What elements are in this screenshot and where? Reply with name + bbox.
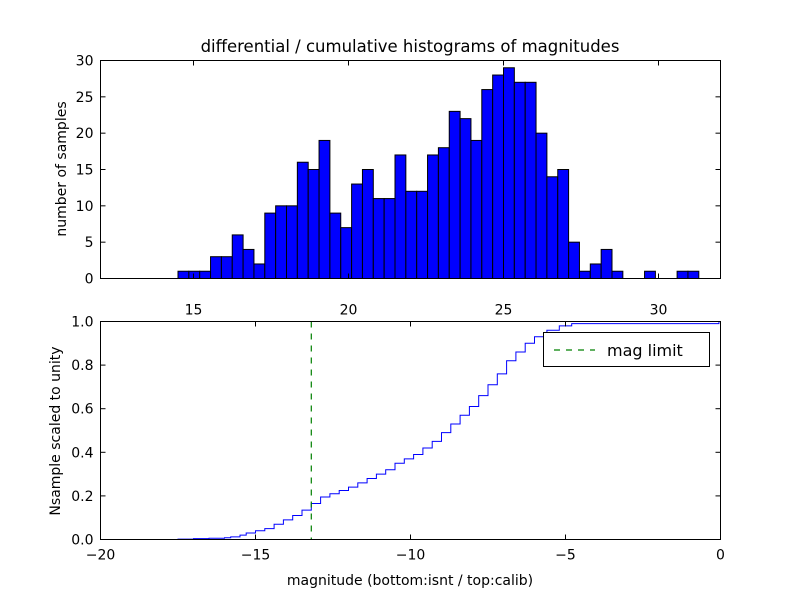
histogram-bar — [275, 205, 287, 279]
y-tick-label: 0.2 — [71, 489, 93, 505]
histogram-bar — [437, 147, 450, 279]
bottom-y-ticks: 0.0 0.2 0.4 0.6 0.8 1.0 — [71, 315, 721, 549]
legend-mag-limit-label: mag limit — [607, 341, 683, 360]
histogram-bars — [177, 67, 700, 280]
histogram-bar — [220, 256, 233, 280]
histogram-bar — [188, 270, 201, 280]
chart-title: differential / cumulative histograms of … — [201, 37, 620, 56]
histogram-bar — [600, 248, 613, 279]
histogram-bar — [329, 212, 342, 280]
x-tick-label: −10 — [396, 548, 426, 564]
y-tick-label: 10 — [76, 199, 94, 215]
top-y-ticks: 0 5 10 15 20 25 30 — [76, 54, 721, 288]
y-tick-label: 15 — [76, 163, 94, 179]
y-tick-label: 1.0 — [71, 315, 93, 331]
x-tick-label: −15 — [241, 548, 271, 564]
histogram-bar — [492, 74, 504, 279]
cumulative-lines — [100, 321, 721, 540]
top-histogram-chart: differential / cumulative histograms of … — [54, 37, 721, 319]
histogram-bar — [286, 205, 298, 279]
x-tick-label: 0 — [716, 548, 725, 564]
histogram-bar — [394, 154, 407, 279]
histogram-bar — [199, 270, 212, 280]
y-tick-label: 0.8 — [71, 358, 93, 374]
histogram-bar — [372, 198, 385, 279]
histogram-bar — [340, 227, 353, 279]
histogram-bar — [448, 110, 461, 279]
histogram-bar — [589, 263, 602, 280]
histogram-bar — [318, 139, 331, 279]
bottom-plot-frame — [100, 321, 721, 540]
x-tick-label: −5 — [555, 548, 576, 564]
y-tick-label: 30 — [76, 54, 94, 70]
y-tick-label: 0.6 — [71, 402, 93, 418]
histogram-bar — [405, 190, 418, 279]
y-tick-label: 20 — [76, 126, 94, 142]
y-tick-label: 25 — [76, 90, 94, 106]
histogram-bar — [481, 89, 494, 279]
histogram-bar — [535, 132, 548, 279]
top-plot-frame — [100, 60, 721, 279]
histogram-bar — [676, 270, 689, 280]
histogram-bar — [416, 190, 429, 279]
histogram-bar — [242, 248, 255, 279]
bottom-x-axis-label: magnitude (bottom:isnt / top:calib) — [287, 573, 533, 589]
histogram-bar — [459, 118, 472, 279]
histogram-bar — [578, 270, 591, 280]
y-tick-label: 0.4 — [71, 445, 93, 461]
histogram-bar — [361, 169, 374, 279]
bottom-y-axis-label: Nsample scaled to unity — [48, 346, 64, 515]
y-tick-label: 5 — [85, 235, 94, 251]
histogram-bar — [644, 270, 656, 280]
histogram-bar — [687, 270, 700, 280]
x-tick-label: 25 — [495, 303, 513, 319]
bottom-x-ticks: −20 −15 −10 −5 0 — [86, 321, 725, 564]
histogram-bar — [524, 81, 537, 279]
histogram-bar — [383, 198, 396, 279]
histogram-bar — [427, 154, 439, 279]
histogram-bar — [253, 263, 266, 280]
histogram-bar — [546, 176, 559, 279]
histogram-bar — [231, 234, 244, 279]
histogram-bar — [503, 67, 515, 280]
histogram-bar — [210, 256, 222, 280]
x-tick-label: 30 — [650, 303, 668, 319]
legend: mag limit — [543, 332, 710, 367]
histogram-bar — [513, 81, 526, 279]
histogram-bar — [351, 183, 363, 280]
histogram-bar — [611, 270, 624, 280]
histogram-bar — [307, 169, 320, 279]
cumulative-step-line — [100, 321, 721, 540]
histogram-bar — [557, 169, 570, 279]
histogram-bar — [470, 139, 483, 279]
y-tick-label: 0 — [85, 272, 94, 288]
histogram-bar — [296, 161, 309, 280]
x-tick-label: 20 — [340, 303, 358, 319]
histogram-bar — [568, 241, 580, 280]
histogram-bar — [264, 212, 277, 280]
top-y-axis-label: number of samples — [54, 101, 70, 236]
x-tick-label: −20 — [86, 548, 116, 564]
top-x-ticks: 15 20 25 30 — [185, 60, 668, 319]
histogram-bar — [177, 270, 190, 280]
x-tick-label: 15 — [185, 303, 203, 319]
y-tick-label: 0.0 — [71, 533, 93, 549]
bottom-cumulative-chart: −20 −15 −10 −5 0 0.0 0.2 0.4 0.6 0.8 1.0 Nsample … — [48, 315, 725, 590]
